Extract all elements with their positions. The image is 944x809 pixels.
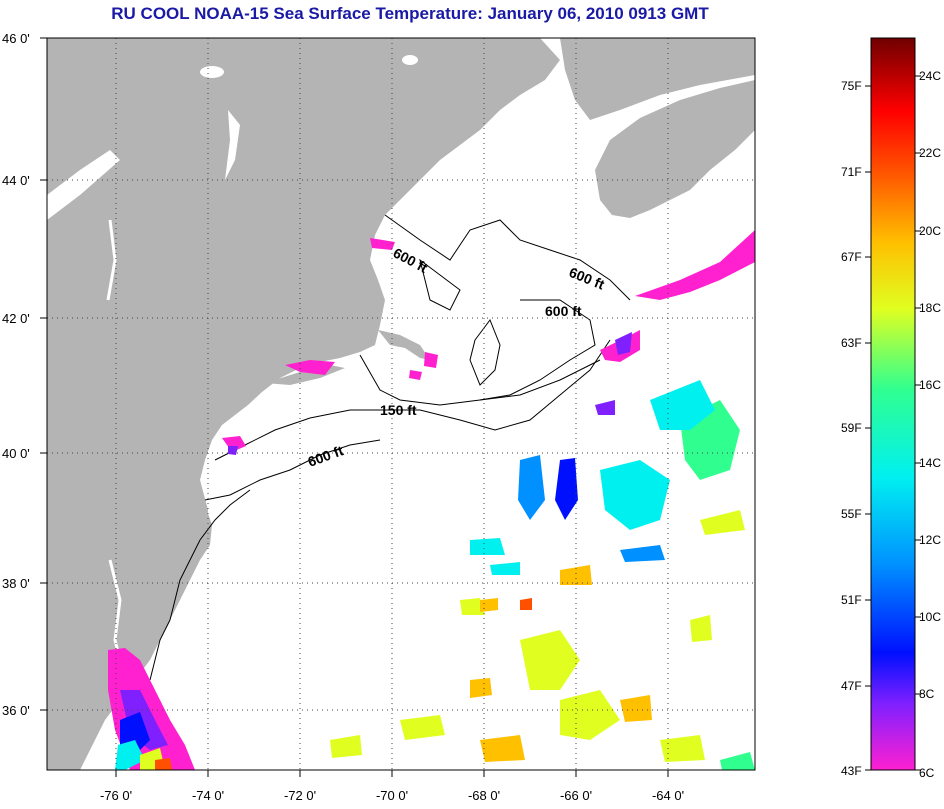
lat-label: 36 0' <box>2 703 30 718</box>
lat-label: 40 0' <box>2 446 30 461</box>
sst-patch <box>222 436 246 452</box>
lon-label: -68 0' <box>468 788 500 803</box>
sst-patch <box>400 715 445 740</box>
sst-patch <box>635 230 755 300</box>
lat-label: 44 0' <box>2 173 30 188</box>
sst-patch <box>620 545 665 562</box>
contour-label-600ft-3: 600 ft <box>545 303 582 319</box>
river <box>106 219 117 301</box>
colorbar-c-label: 8C <box>919 687 935 701</box>
colorbar-c-label: 20C <box>919 224 941 238</box>
colorbar-f-label: 59F <box>841 421 862 435</box>
sst-patch <box>650 380 715 430</box>
land-cape-cod <box>378 330 430 360</box>
colorbar-f-label: 75F <box>841 79 862 93</box>
lon-label: -70 0' <box>376 788 408 803</box>
lat-label: 38 0' <box>2 576 30 591</box>
colorbar-c-label: 12C <box>919 533 941 547</box>
sst-patch <box>228 446 238 455</box>
sst-patch <box>285 360 335 375</box>
lon-label: -74 0' <box>192 788 224 803</box>
sst-patch <box>620 695 652 722</box>
colorbar-f-label: 67F <box>841 250 862 264</box>
sst-patch <box>595 400 615 415</box>
lon-label: -64 0' <box>652 788 684 803</box>
colorbar-f-label: 43F <box>841 764 862 778</box>
lake <box>402 55 418 65</box>
lon-label: -72 0' <box>284 788 316 803</box>
sst-patch <box>520 598 532 610</box>
map-frame <box>46 37 756 771</box>
colorbar-c-label: 22C <box>919 146 941 160</box>
contour-label-150ft: 150 ft <box>380 402 417 418</box>
colorbar-f-label: 63F <box>841 336 862 350</box>
colorbar-f-label: 47F <box>841 679 862 693</box>
sst-patch <box>720 752 755 770</box>
colorbar-f-label: 51F <box>841 593 862 607</box>
sst-patch <box>470 678 492 698</box>
map-title: RU COOL NOAA-15 Sea Surface Temperature:… <box>111 4 709 23</box>
lon-label: -76 0' <box>100 788 132 803</box>
lon-label: -66 0' <box>560 788 592 803</box>
lake <box>225 110 240 180</box>
sst-patch <box>490 562 520 575</box>
lat-label: 42 0' <box>2 311 30 326</box>
colorbar-c-label: 24C <box>919 69 941 83</box>
land-delmarva <box>160 480 208 620</box>
land-north <box>560 38 755 120</box>
sst-patch <box>480 735 525 762</box>
sst-patch <box>155 758 172 770</box>
colorbar-strip <box>870 37 916 771</box>
land-nova-scotia <box>595 80 755 218</box>
sst-patch <box>480 598 498 612</box>
lake <box>200 66 224 78</box>
map-ticks <box>40 37 669 777</box>
sst-patch <box>560 690 620 740</box>
sst-patch <box>330 735 362 758</box>
sst-patch <box>690 615 712 642</box>
sst-patch <box>470 538 505 555</box>
colorbar-c-label: 10C <box>919 610 941 624</box>
sst-patch <box>600 460 670 530</box>
sst-patch <box>460 598 485 615</box>
colorbar-c-label: 16C <box>919 378 941 392</box>
colorbar-f-label: 71F <box>841 165 862 179</box>
temperature-colorbar: 75F 71F 67F 63F 59F 55F 51F 47F 43F 24C … <box>841 37 941 780</box>
lat-label: 46 0' <box>2 31 30 46</box>
colorbar-c-label: 18C <box>919 301 941 315</box>
colorbar-f-label: 55F <box>841 507 862 521</box>
colorbar-c-label: 6C <box>919 766 935 780</box>
sst-patch <box>660 735 705 762</box>
sst-patch <box>424 352 438 368</box>
sst-patch <box>370 238 395 250</box>
map-panel: 600 ft 600 ft 600 ft 150 ft 600 ft <box>47 38 755 770</box>
sst-patch <box>115 740 145 770</box>
sst-patch <box>615 332 632 355</box>
sst-patch <box>518 455 545 520</box>
map-grid <box>47 38 755 770</box>
colorbar-ticks <box>865 75 921 771</box>
sst-patch <box>409 370 422 380</box>
colorbar-c-label: 14C <box>919 456 941 470</box>
sst-patch <box>520 630 580 690</box>
lake <box>47 150 120 220</box>
sst-patch <box>555 458 578 520</box>
sst-patches <box>108 230 755 770</box>
sst-patch <box>560 565 592 585</box>
sst-patch <box>700 510 745 535</box>
